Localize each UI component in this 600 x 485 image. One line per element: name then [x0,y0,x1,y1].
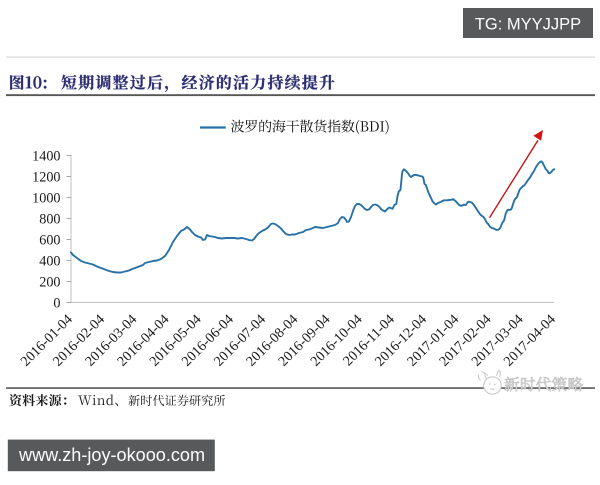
svg-text:1000: 1000 [32,191,60,207]
svg-text:800: 800 [39,212,60,228]
svg-text:1400: 1400 [32,149,60,165]
svg-text:600: 600 [39,233,60,249]
svg-text:400: 400 [39,254,60,270]
svg-text:TG: MYYJJPP: TG: MYYJJPP [475,16,581,34]
svg-text:1200: 1200 [32,170,60,186]
svg-text:www.zh-joy-okooo.com: www.zh-joy-okooo.com [18,445,205,465]
svg-text:200: 200 [39,275,60,291]
svg-text:0: 0 [53,296,60,312]
